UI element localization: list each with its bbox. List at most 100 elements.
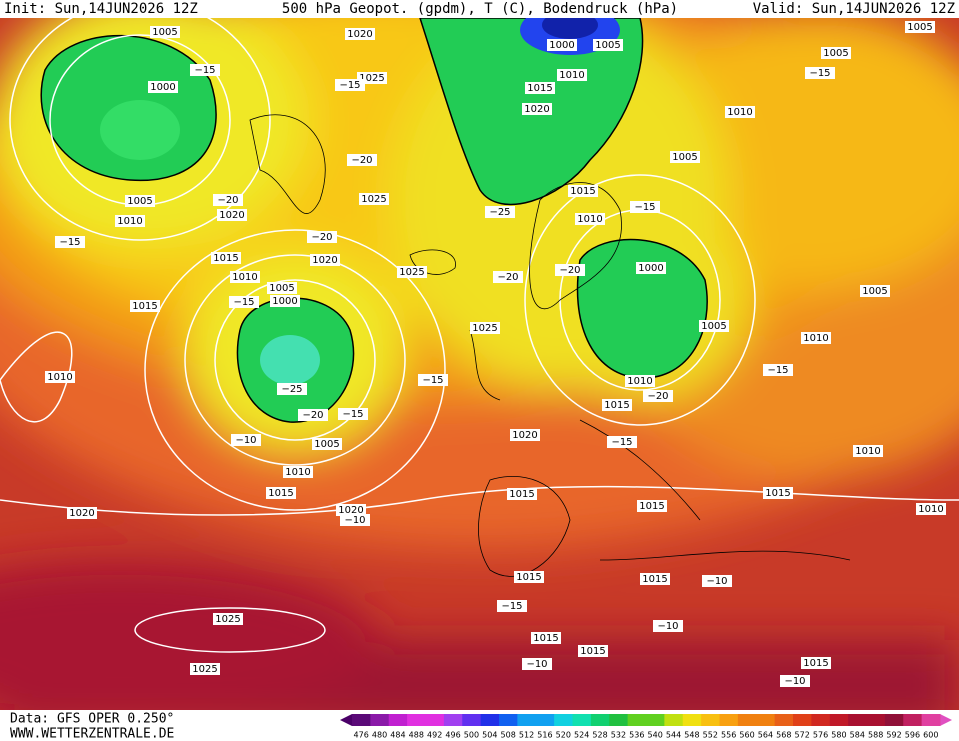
temperature-label-box xyxy=(805,67,835,79)
temperature-label-box xyxy=(653,620,683,632)
pressure-label: 1010 xyxy=(803,333,828,344)
temperature-label: −15 xyxy=(634,202,655,213)
colorbar-label: 544 xyxy=(666,731,681,740)
temperature-label-box xyxy=(643,390,673,402)
temperature-label: −20 xyxy=(217,195,238,206)
colorbar-swatch xyxy=(756,714,776,726)
pressure-label-box xyxy=(575,213,605,225)
temperature-label-box xyxy=(298,409,328,421)
pressure-label-box xyxy=(217,209,247,221)
pressure-label: 1010 xyxy=(285,467,310,478)
colorbar-label: 540 xyxy=(648,731,663,740)
pressure-label: 1015 xyxy=(527,83,552,94)
pressure-label: 1020 xyxy=(524,104,549,115)
pressure-label: 1005 xyxy=(823,48,848,59)
pressure-label-box xyxy=(150,26,180,38)
temperature-label: −15 xyxy=(809,68,830,79)
temperature-label-box xyxy=(555,264,585,276)
pressure-label-box xyxy=(557,69,587,81)
temperature-label-box xyxy=(229,296,259,308)
map-title: 500 hPa Geopot. (gpdm), T (C), Bodendruc… xyxy=(282,1,678,17)
pressure-label-box xyxy=(345,28,375,40)
temperature-label-box xyxy=(190,64,220,76)
temperature-label: −20 xyxy=(497,272,518,283)
colorbar-label: 556 xyxy=(721,731,736,740)
temperature-label-box xyxy=(418,374,448,386)
pressure-label-box xyxy=(801,332,831,344)
pressure-label: 1005 xyxy=(127,196,152,207)
colorbar-swatch xyxy=(535,714,555,726)
pressure-label: 1025 xyxy=(361,194,386,205)
pressure-label-box xyxy=(115,215,145,227)
colorbar-label: 548 xyxy=(684,731,699,740)
pressure-label: 1015 xyxy=(642,574,667,585)
colorbar-swatch xyxy=(737,714,757,726)
temperature-label: −10 xyxy=(784,676,805,687)
pressure-label-box xyxy=(593,39,623,51)
init-time: Init: Sun,14JUN2026 12Z xyxy=(4,1,198,17)
pressure-label-box xyxy=(522,103,552,115)
temperature-label: −15 xyxy=(339,80,360,91)
pressure-label: 1010 xyxy=(559,70,584,81)
colorbar-label: 512 xyxy=(519,731,534,740)
colorbar-swatch xyxy=(664,714,684,726)
temperature-label: −15 xyxy=(767,365,788,376)
pressure-label: 1020 xyxy=(512,430,537,441)
pressure-label: 1015 xyxy=(639,501,664,512)
pressure-label-box xyxy=(507,488,537,500)
pressure-label-box xyxy=(568,185,598,197)
colorbar-label: 528 xyxy=(592,731,607,740)
colorbar-label: 516 xyxy=(537,731,552,740)
pressure-label: 1025 xyxy=(359,73,384,84)
colorbar-swatch xyxy=(774,714,794,726)
colorbar-label: 524 xyxy=(574,731,589,740)
pressure-label-box xyxy=(283,466,313,478)
temperature-label-box xyxy=(277,383,307,395)
site: WWW.WETTERZENTRALE.DE xyxy=(10,727,174,741)
pressure-label-box xyxy=(190,663,220,675)
pressure-label: 1010 xyxy=(627,376,652,387)
colorbar-label: 572 xyxy=(795,731,810,740)
pressure-label-box xyxy=(213,613,243,625)
colorbar-label: 508 xyxy=(501,731,516,740)
colorbar-swatch xyxy=(425,714,445,726)
temperature-label-box xyxy=(347,154,377,166)
colorbar-label: 496 xyxy=(445,731,460,740)
pressure-label: 1005 xyxy=(269,283,294,294)
pressure-label-box xyxy=(270,295,300,307)
pressure-label-box xyxy=(397,266,427,278)
pressure-label-box xyxy=(547,39,577,51)
colorbar-swatch xyxy=(554,714,573,726)
temperature-label-box xyxy=(493,271,523,283)
pressure-label-box xyxy=(514,571,544,583)
pressure-label-box xyxy=(860,285,890,297)
colorbar-label: 484 xyxy=(390,731,405,740)
pressure-label: 1020 xyxy=(219,210,244,221)
colorbar-arrow xyxy=(940,714,952,726)
colorbar-swatch xyxy=(903,714,923,726)
colorbar-swatch xyxy=(352,714,371,726)
temperature-label: −10 xyxy=(706,576,727,587)
colorbar-swatch xyxy=(480,714,500,726)
pressure-label: 1020 xyxy=(347,29,372,40)
pressure-label: 1010 xyxy=(232,272,257,283)
colorbar-label: 560 xyxy=(739,731,754,740)
pressure-label: 1005 xyxy=(152,27,177,38)
pressure-label-box xyxy=(602,399,632,411)
pressure-label-box xyxy=(763,487,793,499)
isobars xyxy=(0,18,959,653)
temperature-label: −15 xyxy=(422,375,443,386)
pressure-label: 1005 xyxy=(314,439,339,450)
pressure-label: 1005 xyxy=(595,40,620,51)
colorbar-swatch xyxy=(866,714,886,726)
colorbar-swatch xyxy=(811,714,831,726)
colorbar-label: 520 xyxy=(556,731,571,740)
colorbar-label: 480 xyxy=(372,731,387,740)
colorbar-swatch xyxy=(884,714,904,726)
data-source: Data: GFS OPER 0.250° xyxy=(10,712,174,727)
colorbar-swatch xyxy=(609,714,629,726)
pressure-label: 1020 xyxy=(69,508,94,519)
pressure-label: 1015 xyxy=(580,646,605,657)
colorbar-swatch xyxy=(517,714,537,726)
